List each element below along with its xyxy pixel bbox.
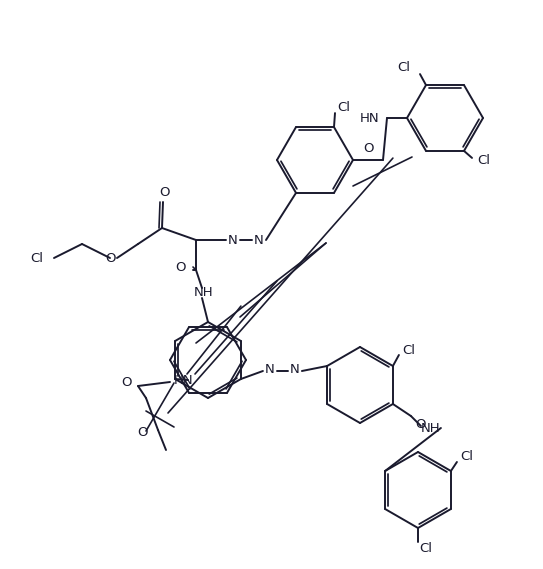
Text: O: O [121, 376, 131, 389]
Text: O: O [106, 251, 116, 265]
Text: NH: NH [194, 286, 214, 299]
Text: O: O [415, 418, 426, 431]
Text: O: O [175, 261, 185, 274]
Text: N: N [265, 362, 275, 376]
Text: N: N [254, 233, 264, 246]
Text: Cl: Cl [460, 451, 473, 464]
Text: Cl: Cl [420, 542, 433, 555]
Text: NH: NH [421, 422, 441, 435]
Text: Cl: Cl [397, 60, 410, 73]
Text: HN: HN [359, 112, 379, 125]
Text: N: N [290, 362, 300, 376]
Text: O: O [363, 142, 373, 155]
Text: N: N [228, 233, 238, 246]
Text: Cl: Cl [30, 251, 43, 265]
Text: HN: HN [174, 373, 194, 386]
Text: O: O [159, 185, 169, 199]
Text: Cl: Cl [338, 101, 350, 114]
Text: Cl: Cl [477, 154, 490, 167]
Text: O: O [137, 426, 147, 439]
Text: Cl: Cl [402, 344, 415, 357]
